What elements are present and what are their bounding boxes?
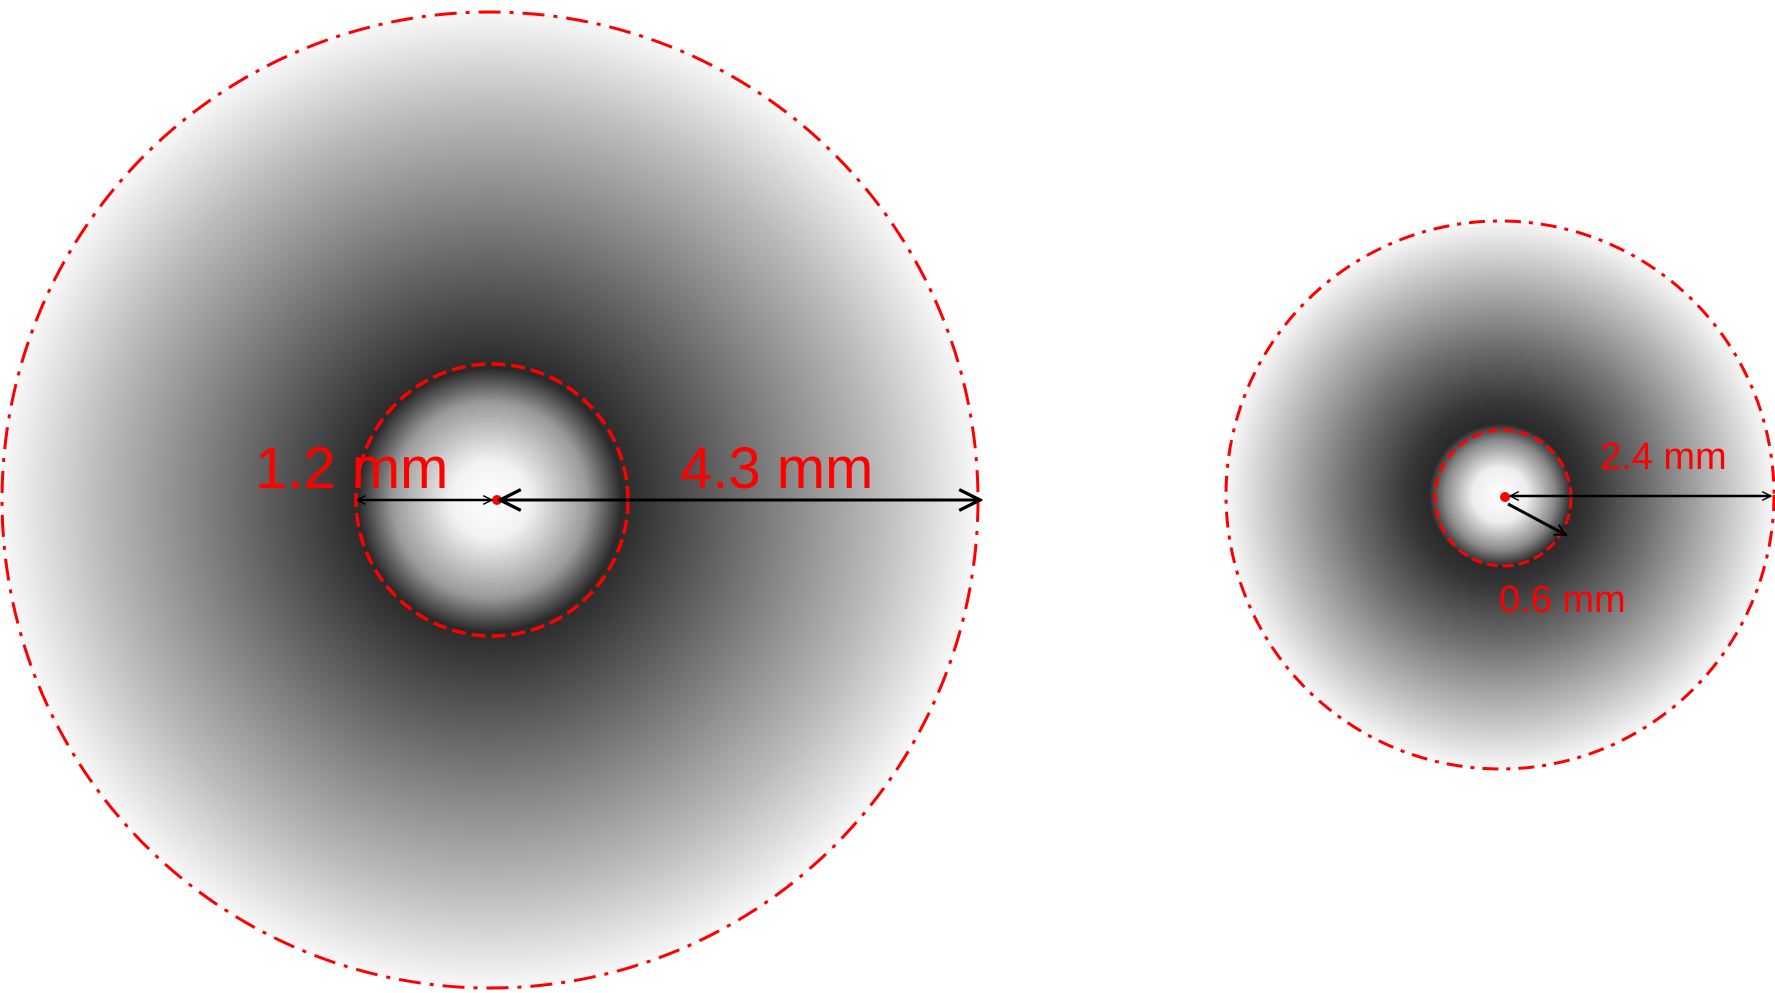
right-center-dot bbox=[1500, 492, 1510, 502]
right-gradient-disk bbox=[1226, 221, 1774, 769]
right-inner-radius-label: 0.6 mm bbox=[1499, 579, 1626, 621]
left-inner-radius-label: 1.2 mm bbox=[255, 436, 448, 501]
right-outer-boundary bbox=[1224, 219, 1775, 771]
right-configuration: 2.4 mm 0.6 mm bbox=[1224, 219, 1775, 771]
right-inner-radius-arrow bbox=[1507, 502, 1566, 537]
left-outer-radius-label: 4.3 mm bbox=[680, 436, 873, 501]
right-outer-radius-label: 2.4 mm bbox=[1600, 436, 1727, 478]
left-configuration: 1.2 mm 4.3 mm bbox=[0, 10, 980, 990]
